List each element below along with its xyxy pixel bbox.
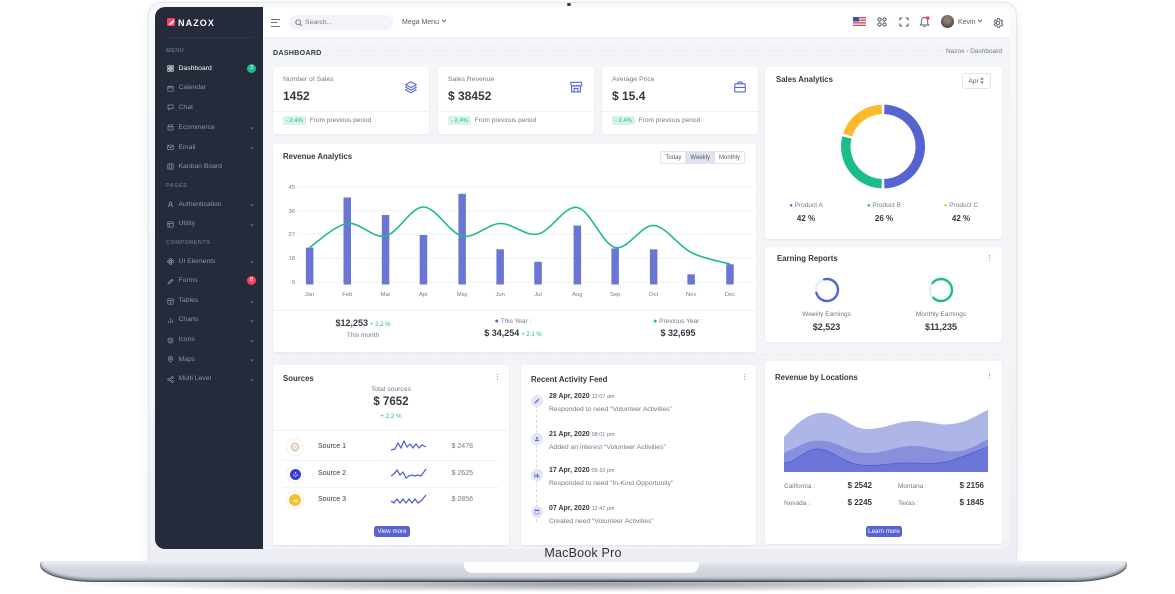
svg-text:9: 9 — [292, 280, 295, 286]
svg-text:36: 36 — [289, 209, 295, 215]
svg-text:May: May — [457, 292, 468, 298]
svg-text:Jul: Jul — [534, 292, 541, 298]
svg-text:Apr: Apr — [419, 292, 428, 298]
svg-text:18: 18 — [289, 256, 295, 262]
svg-text:Oct: Oct — [649, 292, 658, 298]
svg-text:Dec: Dec — [725, 292, 735, 298]
svg-text:Feb: Feb — [342, 292, 352, 298]
svg-text:Sep: Sep — [610, 292, 620, 298]
svg-text:Jan: Jan — [305, 292, 314, 298]
svg-text:Jun: Jun — [496, 292, 505, 298]
svg-text:45: 45 — [289, 185, 295, 191]
svg-text:27: 27 — [289, 232, 295, 238]
svg-text:Aug: Aug — [572, 292, 582, 298]
svg-text:Mar: Mar — [381, 292, 391, 298]
svg-text:Nov: Nov — [686, 292, 696, 298]
